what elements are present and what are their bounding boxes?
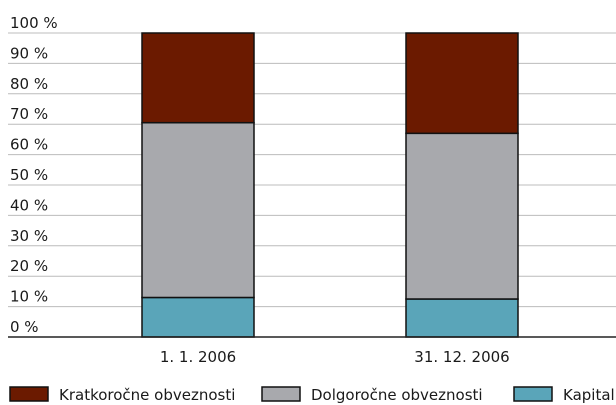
legend-label: Kratkoročne obveznosti bbox=[59, 386, 235, 404]
x-axis-category-labels: 1. 1. 2006 31. 12. 2006 bbox=[160, 348, 510, 366]
bar-segment bbox=[141, 296, 255, 338]
gridlines bbox=[8, 32, 616, 308]
y-tick-label: 100 % bbox=[10, 14, 58, 32]
y-tick-label: 50 % bbox=[10, 166, 48, 184]
y-tick-label: 70 % bbox=[10, 105, 48, 123]
bars bbox=[141, 32, 519, 338]
y-tick-label: 20 % bbox=[10, 257, 48, 275]
legend-swatch bbox=[9, 386, 49, 402]
x-category-label: 1. 1. 2006 bbox=[160, 348, 236, 366]
y-tick-label: 30 % bbox=[10, 227, 48, 245]
bar-segment bbox=[141, 121, 255, 299]
bar-segment bbox=[405, 32, 519, 135]
bar-segment bbox=[141, 32, 255, 124]
legend-label: Dolgoročne obveznosti bbox=[311, 386, 483, 404]
y-tick-label: 0 % bbox=[10, 318, 39, 336]
y-tick-label: 80 % bbox=[10, 75, 48, 93]
x-category-label: 31. 12. 2006 bbox=[414, 348, 509, 366]
bar-segment bbox=[405, 298, 519, 338]
legend-label: Kapital bbox=[563, 386, 615, 404]
legend: Kratkoročne obveznosti Dolgoročne obvezno… bbox=[9, 386, 615, 404]
y-tick-label: 40 % bbox=[10, 196, 48, 214]
y-tick-label: 60 % bbox=[10, 136, 48, 154]
bar-segment bbox=[405, 132, 519, 300]
legend-swatch bbox=[513, 386, 553, 402]
legend-swatch bbox=[261, 386, 301, 402]
y-tick-label: 10 % bbox=[10, 288, 48, 306]
y-tick-label: 90 % bbox=[10, 44, 48, 62]
y-axis-tick-labels: 0 % 10 % 20 % 30 % 40 % 50 % 60 % 70 % 80 % 90 % 1… bbox=[10, 14, 58, 336]
